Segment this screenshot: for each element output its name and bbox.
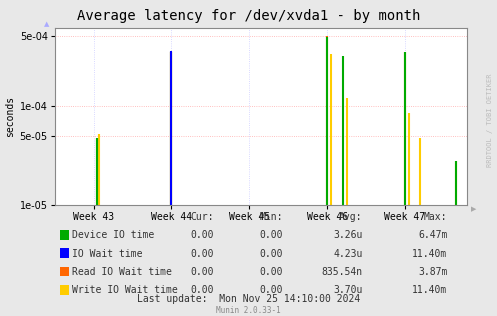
Text: Average latency for /dev/xvda1 - by month: Average latency for /dev/xvda1 - by mont… [77, 9, 420, 23]
Text: 0.00: 0.00 [190, 267, 214, 277]
Text: 11.40m: 11.40m [412, 249, 447, 259]
Text: 3.26u: 3.26u [333, 230, 363, 240]
Text: 3.70u: 3.70u [333, 285, 363, 295]
Text: Read IO Wait time: Read IO Wait time [72, 267, 172, 277]
Text: ▲: ▲ [44, 21, 49, 27]
Text: 0.00: 0.00 [190, 249, 214, 259]
Text: Min:: Min: [260, 212, 283, 222]
Text: Max:: Max: [424, 212, 447, 222]
Text: 6.47m: 6.47m [418, 230, 447, 240]
Text: Last update:  Mon Nov 25 14:10:00 2024: Last update: Mon Nov 25 14:10:00 2024 [137, 294, 360, 304]
Text: Device IO time: Device IO time [72, 230, 154, 240]
Text: Munin 2.0.33-1: Munin 2.0.33-1 [216, 306, 281, 315]
Text: Cur:: Cur: [190, 212, 214, 222]
Text: RRDTOOL / TOBI OETIKER: RRDTOOL / TOBI OETIKER [487, 73, 493, 167]
Text: IO Wait time: IO Wait time [72, 249, 143, 259]
Text: Avg:: Avg: [339, 212, 363, 222]
Text: 0.00: 0.00 [190, 285, 214, 295]
Text: 0.00: 0.00 [190, 230, 214, 240]
Text: 3.87m: 3.87m [418, 267, 447, 277]
Text: 0.00: 0.00 [260, 285, 283, 295]
Text: 11.40m: 11.40m [412, 285, 447, 295]
Text: 0.00: 0.00 [260, 249, 283, 259]
Text: Write IO Wait time: Write IO Wait time [72, 285, 178, 295]
Text: 835.54n: 835.54n [322, 267, 363, 277]
Text: ▶: ▶ [471, 206, 477, 212]
Text: 0.00: 0.00 [260, 230, 283, 240]
Text: 0.00: 0.00 [260, 267, 283, 277]
Y-axis label: seconds: seconds [5, 96, 15, 137]
Text: 4.23u: 4.23u [333, 249, 363, 259]
